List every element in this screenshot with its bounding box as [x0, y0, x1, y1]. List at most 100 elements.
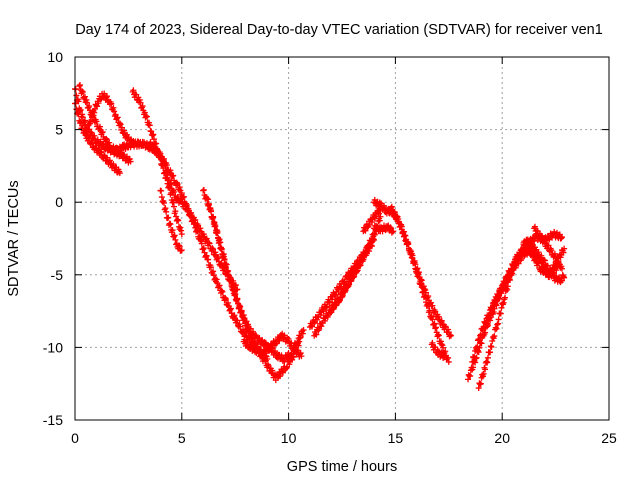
data-point-marker	[551, 264, 558, 271]
data-point-marker	[531, 223, 538, 230]
data-point-marker	[149, 132, 156, 139]
data-point-marker	[141, 109, 148, 116]
data-point-marker	[510, 263, 517, 270]
data-point-marker	[420, 288, 427, 295]
data-point-marker	[198, 237, 205, 244]
data-point-marker	[95, 100, 102, 107]
data-point-marker	[419, 289, 426, 296]
data-point-marker	[201, 249, 208, 256]
data-point-marker	[101, 90, 108, 97]
data-point-marker	[294, 347, 301, 354]
data-point-marker	[559, 265, 566, 272]
data-point-marker	[214, 229, 221, 236]
data-point-marker	[398, 222, 405, 229]
data-point-marker	[219, 288, 226, 295]
data-point-marker	[356, 261, 363, 268]
data-point-marker	[93, 118, 100, 125]
data-point-marker	[216, 282, 223, 289]
data-point-marker	[498, 304, 505, 311]
data-point-marker	[559, 234, 566, 241]
data-point-marker	[283, 365, 290, 372]
data-point-marker	[209, 215, 216, 222]
data-point-marker	[197, 236, 204, 243]
data-point-marker	[89, 113, 96, 120]
y-tick-label: -15	[43, 412, 63, 428]
data-point-marker	[353, 268, 360, 275]
chart-title: Day 174 of 2023, Sidereal Day-to-day VTE…	[75, 22, 603, 38]
x-tick-label: 5	[178, 430, 186, 446]
data-point-marker	[412, 265, 419, 272]
data-point-marker	[110, 104, 117, 111]
data-point-marker	[504, 286, 511, 293]
data-point-marker	[440, 351, 447, 358]
data-point-marker	[538, 252, 545, 259]
data-point-marker	[173, 179, 180, 186]
data-point-marker	[561, 245, 568, 252]
data-point-marker	[165, 177, 172, 184]
data-point-marker	[560, 273, 567, 280]
data-point-marker	[170, 203, 177, 210]
data-point-marker	[545, 242, 552, 249]
data-point-marker	[330, 306, 337, 313]
data-point-marker	[471, 354, 478, 361]
data-point-marker	[151, 136, 158, 143]
data-point-marker	[176, 243, 183, 250]
data-point-marker	[191, 219, 198, 226]
y-tick-label: -10	[43, 339, 63, 355]
data-point-marker	[376, 217, 383, 224]
data-point-marker	[234, 317, 241, 324]
data-point-marker	[127, 158, 134, 165]
series-track-25	[531, 223, 568, 281]
data-point-marker	[117, 121, 124, 128]
series-track-18	[371, 222, 397, 236]
data-point-marker	[437, 338, 444, 345]
data-point-marker	[172, 236, 179, 243]
data-point-marker	[429, 316, 436, 323]
data-point-marker	[497, 310, 504, 317]
data-point-marker	[489, 307, 496, 314]
data-point-marker	[400, 228, 407, 235]
axis-ticks: 0 5 10 15 20 25 -15 -10 -5 0 5 10	[43, 49, 617, 446]
data-point-marker	[299, 330, 306, 337]
data-point-marker	[203, 236, 210, 243]
data-point-marker	[489, 303, 496, 310]
data-point-marker	[408, 250, 415, 257]
data-point-marker	[205, 256, 212, 263]
data-point-marker	[432, 324, 439, 331]
data-point-marker	[258, 338, 265, 345]
series-track-23	[482, 236, 566, 331]
data-point-marker	[224, 269, 231, 276]
data-point-marker	[103, 135, 110, 142]
data-point-marker	[146, 122, 153, 129]
data-point-marker	[318, 323, 325, 330]
data-point-marker	[504, 275, 511, 282]
data-point-marker	[162, 205, 169, 212]
data-point-marker	[198, 240, 205, 247]
data-point-marker	[277, 373, 284, 380]
data-point-marker	[484, 320, 491, 327]
data-point-marker	[554, 255, 561, 262]
data-point-marker	[148, 128, 155, 135]
data-point-marker	[174, 216, 181, 223]
data-point-marker	[409, 255, 416, 262]
data-point-marker	[227, 306, 234, 313]
data-point-marker	[350, 274, 357, 281]
data-point-marker	[339, 293, 345, 300]
data-point-marker	[262, 350, 269, 357]
data-point-marker	[203, 235, 210, 242]
data-point-marker	[445, 326, 452, 333]
data-point-marker	[554, 254, 561, 261]
data-point-marker	[170, 172, 177, 179]
data-point-marker	[245, 328, 252, 335]
y-tick-label: -5	[51, 267, 64, 283]
data-point-marker	[215, 253, 222, 260]
x-tick-label: 15	[388, 430, 404, 446]
data-point-marker	[249, 334, 256, 341]
data-point-marker	[89, 139, 96, 146]
data-point-marker	[178, 247, 185, 254]
data-point-marker	[178, 189, 185, 196]
data-point-marker	[484, 359, 491, 366]
data-point-marker	[549, 269, 556, 276]
data-point-marker	[84, 99, 91, 106]
